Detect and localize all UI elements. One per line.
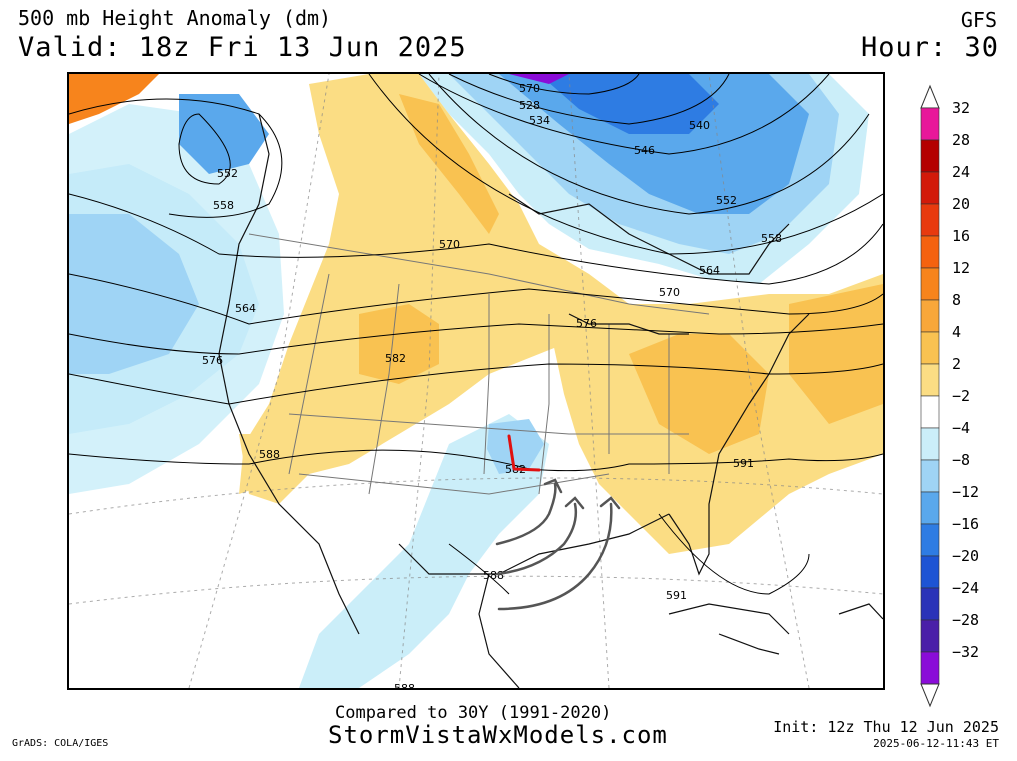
latlon-grid [69, 74, 883, 688]
anomaly-positive-nw-corner [69, 74, 159, 124]
flow-arrows-annotation [495, 478, 621, 611]
anomaly-positive-atlantic [789, 284, 883, 424]
anomaly-negative-northeast-core [499, 74, 809, 214]
anomaly-positive-rockies [399, 94, 499, 234]
colorbar-segment [920, 491, 940, 525]
colorbar-tick-label: 12 [952, 259, 971, 277]
colorbar-segment [920, 139, 940, 173]
contour-label: 591 [666, 589, 687, 602]
colorbar-tick-label: 28 [952, 131, 971, 149]
init-time: Init: 12z Thu 12 Jun 2025 [773, 718, 999, 736]
climatology-note: Compared to 30Y (1991-2020) [335, 703, 612, 723]
colorbar-tick-label: −32 [952, 643, 980, 661]
colorbar-segment [920, 459, 940, 493]
colorbar-bottom-arrow [920, 683, 940, 708]
colorbar-segment [920, 331, 940, 365]
contour-label: 588 [483, 569, 504, 582]
colorbar-segment [920, 171, 940, 205]
anomaly-colorbar [920, 84, 940, 708]
colorbar-tick-label: 16 [952, 227, 971, 245]
anomaly-map: 570 528 534 540 546 552 558 552 558 564 … [67, 72, 885, 690]
anomaly-positive-west-core [359, 304, 439, 384]
colorbar-tick-label: −16 [952, 515, 980, 533]
colorbar-segment [920, 523, 940, 557]
colorbar-segment [920, 363, 940, 397]
generated-timestamp: 2025-06-12-11:43 ET [873, 737, 999, 750]
anomaly-negative-pacific-core [69, 214, 199, 374]
contour-label: 552 [716, 194, 737, 207]
contour-label: 570 [519, 82, 540, 95]
colorbar-tick-label: 2 [952, 355, 962, 373]
contour-label: 558 [761, 232, 782, 245]
site-name: StormVistaWxModels.com [328, 721, 668, 749]
colorbar-segment [920, 555, 940, 589]
contour-label: 582 [385, 352, 406, 365]
map-title: 500 mb Height Anomaly (dm) [18, 6, 332, 30]
contour-label: 588 [394, 682, 415, 688]
anomaly-positive-west [239, 74, 629, 494]
contour-label: 570 [439, 238, 460, 251]
contour-label: 570 [659, 286, 680, 299]
map-canvas: 570 528 534 540 546 552 558 552 558 564 … [69, 74, 883, 688]
colorbar-segment [920, 235, 940, 269]
contour-label-group: 570 528 534 540 546 552 558 552 558 564 … [202, 82, 782, 688]
contour-label: 546 [634, 144, 655, 157]
colorbar-tick-label: 32 [952, 99, 971, 117]
colorbar-tick-label: −24 [952, 579, 980, 597]
valid-time: Valid: 18z Fri 13 Jun 2025 [18, 32, 467, 63]
colorbar-tick-label: −2 [952, 387, 971, 405]
colorbar-segment [920, 427, 940, 461]
colorbar-tick-label: 20 [952, 195, 971, 213]
contour-label: 528 [519, 99, 540, 112]
colorbar-segment [920, 395, 940, 429]
contour-label: 588 [259, 448, 280, 461]
contour-label: 591 [733, 457, 754, 470]
model-name: GFS [960, 8, 997, 32]
colorbar-svg [920, 84, 940, 708]
anomaly-negative-low [487, 419, 544, 474]
contour-label: 552 [217, 167, 238, 180]
colorbar-segment [920, 299, 940, 333]
colorbar-top-arrow [920, 84, 940, 109]
colorbar-tick-label: 24 [952, 163, 971, 181]
contour-label: 540 [689, 119, 710, 132]
colorbar-segment [920, 619, 940, 653]
colorbar-tick-label: −4 [952, 419, 971, 437]
low-annotation-mark [507, 434, 541, 472]
contour-label: 576 [576, 317, 597, 330]
colorbar-segment [920, 651, 940, 685]
anomaly-negative-south-central [299, 414, 549, 688]
colorbar-segment [920, 203, 940, 237]
colorbar-segment [920, 587, 940, 621]
colorbar-tick-label: −20 [952, 547, 980, 565]
contour-label: 564 [235, 302, 256, 315]
colorbar-tick-label: −28 [952, 611, 980, 629]
colorbar-segment [920, 107, 940, 141]
contour-label: 576 [202, 354, 223, 367]
height-contours [69, 74, 883, 595]
anomaly-negative-core2 [539, 74, 719, 134]
anomaly-negative-bc [179, 94, 269, 174]
colorbar-tick-label: −12 [952, 483, 980, 501]
colorbar-segment [920, 267, 940, 301]
colorbar-tick-label: −8 [952, 451, 971, 469]
forecast-hour: Hour: 30 [860, 32, 999, 63]
contour-label: 564 [699, 264, 720, 277]
contour-label: 534 [529, 114, 550, 127]
grads-credit: GrADS: COLA/IGES [12, 738, 109, 749]
anomaly-positive-east-core [629, 334, 769, 454]
colorbar-tick-label: 8 [952, 291, 962, 309]
contour-label: 558 [213, 199, 234, 212]
anomaly-negative-core3 [509, 74, 569, 84]
colorbar-tick-label: 4 [952, 323, 962, 341]
political-boundaries [248, 233, 710, 495]
